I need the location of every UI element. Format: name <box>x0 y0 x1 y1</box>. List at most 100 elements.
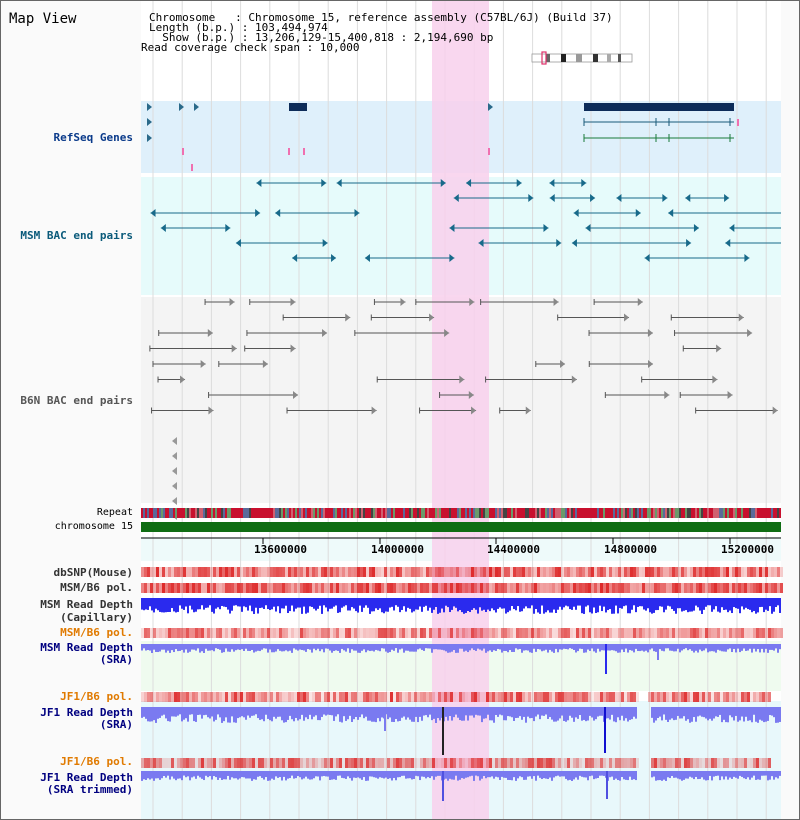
depth-bar <box>171 598 173 609</box>
depth-bar <box>717 771 719 776</box>
heat-cell <box>528 583 531 593</box>
depth-bar <box>375 771 377 778</box>
depth-bar <box>215 707 217 720</box>
track-label-jf1-depth-trimmed[interactable]: JF1 Read Depth <box>40 771 133 784</box>
depth-bar <box>703 707 705 718</box>
depth-bar <box>433 598 435 610</box>
repeat-stripe <box>773 508 775 518</box>
depth-bar <box>419 644 421 649</box>
repeat-stripe <box>533 508 535 518</box>
repeat-stripe <box>583 508 585 518</box>
heat-cell <box>228 583 231 593</box>
track-label-dbsnp[interactable]: dbSNP(Mouse) <box>53 566 133 579</box>
depth-bar <box>387 707 389 720</box>
depth-bar <box>437 771 439 776</box>
heat-cell <box>327 758 330 768</box>
depth-bar <box>415 707 417 717</box>
heat-cell <box>213 567 216 577</box>
repeat-stripe <box>485 508 487 518</box>
depth-bar <box>247 771 249 779</box>
depth-bar <box>179 644 181 651</box>
depth-bar <box>597 598 599 613</box>
repeat-stripe <box>593 508 595 518</box>
heat-cell <box>195 567 198 577</box>
track-label-msm-bac[interactable]: MSM BAC end pairs <box>20 229 133 242</box>
heat-cell <box>336 692 339 702</box>
depth-bar <box>607 598 609 611</box>
depth-bar <box>757 707 759 723</box>
depth-bar <box>545 771 547 779</box>
heat-cell <box>210 583 213 593</box>
track-label-msm-b6-pol-sra[interactable]: MSM/B6 pol. <box>60 626 133 639</box>
heat-cell <box>366 758 369 768</box>
depth-bar <box>439 598 441 613</box>
repeat-stripe <box>679 508 681 518</box>
heat-cell <box>186 758 189 768</box>
heat-cell <box>585 758 588 768</box>
heat-cell <box>258 758 261 768</box>
depth-bar <box>241 644 243 650</box>
track-label-repeat: Repeat <box>96 507 133 518</box>
track-label-jf1-b6-pol[interactable]: JF1/B6 pol. <box>60 690 133 703</box>
heat-cell <box>246 692 249 702</box>
repeat-stripe <box>639 508 641 518</box>
repeat-stripe <box>609 508 611 518</box>
repeat-stripe <box>645 508 647 518</box>
depth-bar <box>579 707 581 716</box>
depth-bar <box>519 598 521 612</box>
heat-cell <box>507 692 510 702</box>
track-label-jf1-b6-pol-trimmed[interactable]: JF1/B6 pol. <box>60 755 133 768</box>
heat-cell <box>687 758 690 768</box>
track-label-refseq[interactable]: RefSeq Genes <box>53 131 133 144</box>
heat-cell <box>477 628 480 638</box>
track-label-msm-depth-sra[interactable]: MSM Read Depth <box>40 641 133 654</box>
heat-cell <box>321 583 324 593</box>
heat-cell <box>153 692 156 702</box>
heat-cell <box>513 567 516 577</box>
depth-bar <box>777 707 779 723</box>
heat-cell <box>465 583 468 593</box>
track-label-msm-depth-sra-sub: (SRA) <box>99 653 133 666</box>
bac-end <box>354 209 360 217</box>
heat-cell <box>174 583 177 593</box>
heat-cell <box>504 628 507 638</box>
track-label-msm-depth-capillary[interactable]: MSM Read Depth <box>40 598 133 611</box>
heat-cell <box>300 583 303 593</box>
repeat-stripe <box>323 508 325 518</box>
depth-bar <box>275 598 277 612</box>
depth-bar <box>579 644 581 649</box>
heat-cell <box>273 692 276 702</box>
heat-cell <box>357 628 360 638</box>
depth-bar <box>307 644 309 650</box>
depth-bar <box>291 644 293 653</box>
repeat-stripe <box>653 508 655 518</box>
track-label-jf1-depth-sra[interactable]: JF1 Read Depth <box>40 706 133 719</box>
depth-bar <box>475 707 477 715</box>
repeat-stripe <box>575 508 577 518</box>
track-label-msm-b6-pol[interactable]: MSM/B6 pol. <box>60 581 133 594</box>
depth-bar <box>341 707 343 723</box>
depth-bar <box>679 644 681 653</box>
heat-cell <box>684 628 687 638</box>
heat-cell <box>558 567 561 577</box>
depth-bar <box>317 644 319 649</box>
heat-cell <box>222 692 225 702</box>
depth-bar <box>299 644 301 650</box>
repeat-stripe <box>693 508 695 518</box>
heat-cell <box>240 692 243 702</box>
track-label-b6n-bac[interactable]: B6N BAC end pairs <box>20 394 133 407</box>
heat-cell <box>432 692 435 702</box>
depth-bar <box>263 644 265 649</box>
repeat-stripe <box>547 508 549 518</box>
heat-cell <box>555 583 558 593</box>
depth-bar <box>483 598 485 610</box>
heat-cell <box>375 692 378 702</box>
heat-cell <box>363 692 366 702</box>
repeat-stripe <box>151 508 153 518</box>
heat-cell <box>687 567 690 577</box>
heat-cell <box>504 758 507 768</box>
depth-bar <box>239 644 241 650</box>
heat-cell <box>237 567 240 577</box>
depth-bar <box>505 771 507 778</box>
